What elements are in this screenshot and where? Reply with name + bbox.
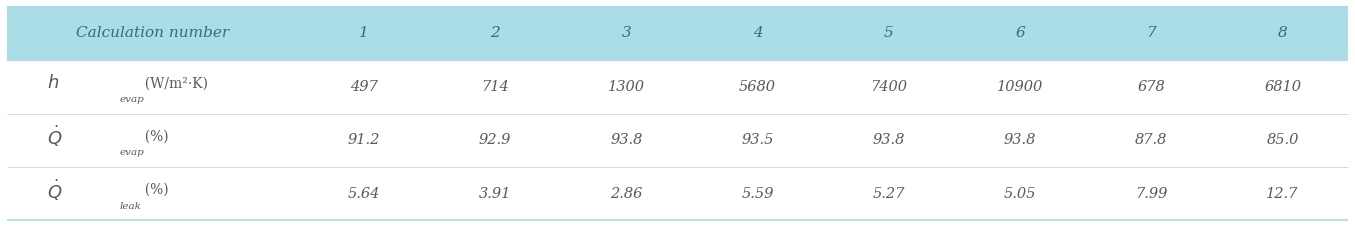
Text: 85.0: 85.0 xyxy=(1267,133,1299,147)
Text: 87.8: 87.8 xyxy=(1135,133,1168,147)
Text: 7400: 7400 xyxy=(870,80,908,94)
Text: 1: 1 xyxy=(359,27,369,40)
Text: 5.64: 5.64 xyxy=(347,187,379,200)
Text: 10900: 10900 xyxy=(997,80,1043,94)
Text: 5.05: 5.05 xyxy=(1004,187,1037,200)
Text: Calculation number: Calculation number xyxy=(76,27,229,40)
Text: 93.8: 93.8 xyxy=(873,133,905,147)
Text: (W/m²·K): (W/m²·K) xyxy=(136,76,207,90)
Text: $\dot{Q}$: $\dot{Q}$ xyxy=(47,178,62,203)
Text: 12.7: 12.7 xyxy=(1267,187,1299,200)
Text: 7.99: 7.99 xyxy=(1135,187,1168,200)
Text: 5: 5 xyxy=(883,27,894,40)
Text: 7: 7 xyxy=(1146,27,1156,40)
Text: evap: evap xyxy=(119,95,144,104)
Text: 497: 497 xyxy=(350,80,378,94)
Text: 5.27: 5.27 xyxy=(873,187,905,200)
Text: 3.91: 3.91 xyxy=(478,187,511,200)
Text: 1300: 1300 xyxy=(608,80,645,94)
Text: leak: leak xyxy=(119,202,141,210)
Text: 2: 2 xyxy=(491,27,500,40)
Text: (%): (%) xyxy=(136,130,168,144)
Text: 4: 4 xyxy=(752,27,763,40)
Text: 3: 3 xyxy=(622,27,631,40)
Text: 91.2: 91.2 xyxy=(347,133,379,147)
Text: 5680: 5680 xyxy=(738,80,776,94)
Bar xyxy=(7,114,1348,167)
Bar xyxy=(7,60,1348,114)
Text: 92.9: 92.9 xyxy=(478,133,511,147)
Text: 5.59: 5.59 xyxy=(741,187,774,200)
Bar xyxy=(7,167,1348,220)
Bar xyxy=(7,7,1348,60)
Text: 93.8: 93.8 xyxy=(610,133,642,147)
Text: 678: 678 xyxy=(1137,80,1165,94)
Text: 6810: 6810 xyxy=(1264,80,1301,94)
Text: 8: 8 xyxy=(1278,27,1287,40)
Text: evap: evap xyxy=(119,148,144,157)
Text: 93.5: 93.5 xyxy=(741,133,774,147)
Text: $\dot{Q}$: $\dot{Q}$ xyxy=(47,124,62,149)
Text: 93.8: 93.8 xyxy=(1004,133,1037,147)
Text: 6: 6 xyxy=(1015,27,1024,40)
Text: 714: 714 xyxy=(481,80,509,94)
Text: (%): (%) xyxy=(136,183,168,197)
Text: $h$: $h$ xyxy=(47,74,60,92)
Text: 2.86: 2.86 xyxy=(610,187,642,200)
